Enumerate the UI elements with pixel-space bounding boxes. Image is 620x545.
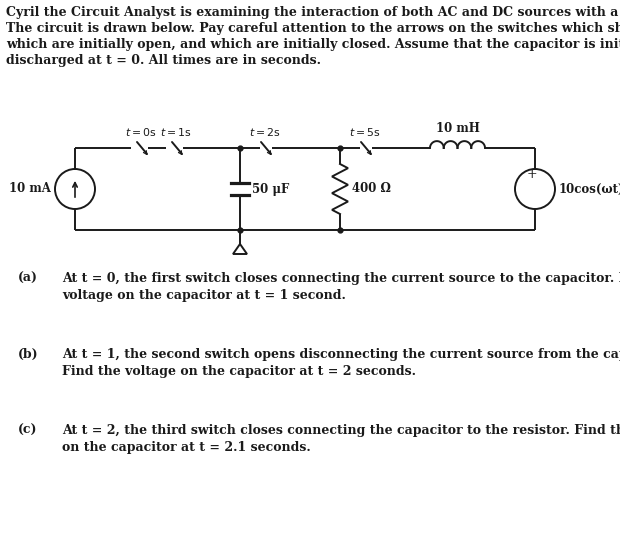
Text: which are initially open, and which are initially closed. Assume that the capaci: which are initially open, and which are …: [6, 38, 620, 51]
Text: discharged at t = 0. All times are in seconds.: discharged at t = 0. All times are in se…: [6, 54, 321, 67]
Text: on the capacitor at t = 2.1 seconds.: on the capacitor at t = 2.1 seconds.: [62, 441, 311, 454]
Text: $t=5\mathrm{s}$: $t=5\mathrm{s}$: [348, 126, 380, 138]
Text: $t=0\mathrm{s}$: $t=0\mathrm{s}$: [125, 126, 156, 138]
Text: (b): (b): [18, 348, 38, 361]
Text: Cyril the Circuit Analyst is examining the interaction of both AC and DC sources: Cyril the Circuit Analyst is examining t…: [6, 6, 620, 19]
Text: At t = 0, the first switch closes connecting the current source to the capacitor: At t = 0, the first switch closes connec…: [62, 272, 620, 285]
Text: $t=1\mathrm{s}$: $t=1\mathrm{s}$: [160, 126, 192, 138]
Text: 50 μF: 50 μF: [252, 183, 290, 196]
Text: (a): (a): [18, 272, 38, 285]
Text: At t = 1, the second switch opens disconnecting the current source from the capa: At t = 1, the second switch opens discon…: [62, 348, 620, 361]
Text: At t = 2, the third switch closes connecting the capacitor to the resistor. Find: At t = 2, the third switch closes connec…: [62, 424, 620, 437]
Text: $t=2\mathrm{s}$: $t=2\mathrm{s}$: [249, 126, 280, 138]
Text: 10 mA: 10 mA: [9, 183, 51, 196]
Text: voltage on the capacitor at t = 1 second.: voltage on the capacitor at t = 1 second…: [62, 289, 346, 302]
Text: The circuit is drawn below. Pay careful attention to the arrows on the switches : The circuit is drawn below. Pay careful …: [6, 22, 620, 35]
Text: Find the voltage on the capacitor at t = 2 seconds.: Find the voltage on the capacitor at t =…: [62, 365, 416, 378]
Text: +: +: [526, 168, 538, 181]
Text: 10 mH: 10 mH: [436, 122, 479, 135]
Text: 400 Ω: 400 Ω: [352, 183, 391, 196]
Text: 10cos(ωt): 10cos(ωt): [559, 183, 620, 196]
Text: (c): (c): [18, 424, 37, 437]
